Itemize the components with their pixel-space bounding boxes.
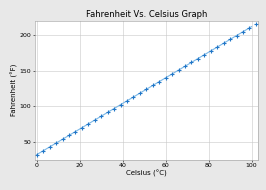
Point xyxy=(80,126,84,129)
Point xyxy=(41,149,45,152)
Point xyxy=(241,30,245,33)
Point xyxy=(183,65,187,68)
Point xyxy=(151,84,155,87)
Point xyxy=(118,103,123,106)
Point xyxy=(48,145,52,148)
Point xyxy=(228,38,232,41)
Point xyxy=(222,42,226,45)
Point xyxy=(54,142,58,145)
Point xyxy=(209,49,213,52)
Point xyxy=(131,96,136,99)
Point xyxy=(164,76,168,79)
Point xyxy=(234,34,239,37)
Title: Fahrenheit Vs. Celsius Graph: Fahrenheit Vs. Celsius Graph xyxy=(86,10,207,19)
Point xyxy=(125,99,129,102)
Point xyxy=(67,134,71,137)
Point xyxy=(202,53,206,56)
Point xyxy=(215,46,219,49)
Point xyxy=(93,119,97,122)
Point xyxy=(157,80,161,83)
Point xyxy=(144,88,148,91)
Point xyxy=(247,26,252,29)
Y-axis label: Fahrenheit (°F): Fahrenheit (°F) xyxy=(11,64,18,116)
Point xyxy=(99,115,103,118)
Point xyxy=(106,111,110,114)
Point xyxy=(176,69,181,72)
Point xyxy=(196,57,200,60)
Point xyxy=(189,61,194,64)
Point xyxy=(138,92,142,95)
Point xyxy=(170,72,174,75)
Point xyxy=(112,107,116,110)
Point xyxy=(86,122,90,125)
Point xyxy=(60,138,65,141)
X-axis label: Celsius (°C): Celsius (°C) xyxy=(126,169,167,177)
Point xyxy=(35,153,39,156)
Point xyxy=(254,22,258,25)
Point xyxy=(73,130,77,133)
